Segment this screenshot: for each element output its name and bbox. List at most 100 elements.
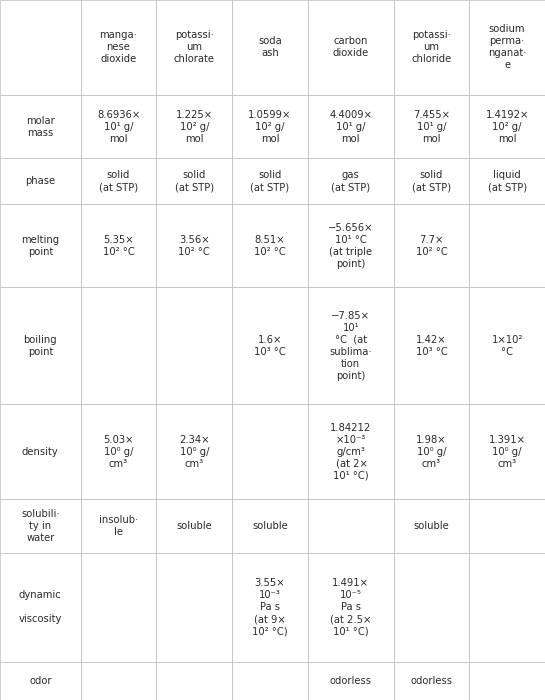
Bar [232,553,308,662]
Text: boiling
point: boiling point [23,335,57,356]
Bar [0,662,81,700]
Text: 1.0599×
10² g/
mol: 1.0599× 10² g/ mol [249,110,292,144]
Bar [232,0,308,95]
Text: 1.225×
10² g/
mol: 1.225× 10² g/ mol [175,110,213,144]
Bar [156,158,232,204]
Bar [469,404,545,499]
Bar [232,95,308,158]
Bar [469,287,545,404]
Text: potassi·
um
chloride: potassi· um chloride [411,31,451,64]
Text: solubili·
ty in
water: solubili· ty in water [21,509,59,543]
Bar [393,204,469,287]
Bar [156,499,232,553]
Text: 1.6×
10³ °C: 1.6× 10³ °C [254,335,286,356]
Text: −7.85×
10¹
°C  (at
sublima·
tion
point): −7.85× 10¹ °C (at sublima· tion point) [329,311,372,381]
Text: density: density [22,447,59,456]
Bar [0,0,81,95]
Text: 1.98×
10⁰ g/
cm³: 1.98× 10⁰ g/ cm³ [416,435,447,468]
Text: soluble: soluble [414,521,449,531]
Text: odorless: odorless [330,676,372,686]
Bar [393,662,469,700]
Text: solid
(at STP): solid (at STP) [99,170,138,192]
Text: 3.55×
10⁻³
Pa s
(at 9×
10² °C): 3.55× 10⁻³ Pa s (at 9× 10² °C) [252,578,288,636]
Bar [81,95,156,158]
Text: soluble: soluble [177,521,212,531]
Text: sodium
perma·
nganat·
e: sodium perma· nganat· e [488,25,526,71]
Bar [232,499,308,553]
Bar [156,662,232,700]
Bar [308,404,393,499]
Bar [0,404,81,499]
Bar [81,662,156,700]
Bar [469,0,545,95]
Text: 5.03×
10⁰ g/
cm³: 5.03× 10⁰ g/ cm³ [104,435,134,468]
Bar [232,662,308,700]
Bar [232,204,308,287]
Bar [469,662,545,700]
Text: 2.34×
10⁰ g/
cm³: 2.34× 10⁰ g/ cm³ [179,435,209,468]
Bar [156,204,232,287]
Bar [393,553,469,662]
Text: 1.391×
10⁰ g/
cm³: 1.391× 10⁰ g/ cm³ [489,435,525,468]
Text: melting
point: melting point [21,234,59,257]
Text: gas
(at STP): gas (at STP) [331,170,370,192]
Bar [232,287,308,404]
Text: dynamic

viscosity: dynamic viscosity [19,591,62,624]
Bar [0,204,81,287]
Text: insolub·
le: insolub· le [99,515,138,537]
Bar [393,95,469,158]
Bar [393,499,469,553]
Text: solid
(at STP): solid (at STP) [251,170,289,192]
Text: 8.51×
10² °C: 8.51× 10² °C [254,234,286,257]
Bar [469,499,545,553]
Bar [81,499,156,553]
Text: 7.455×
10¹ g/
mol: 7.455× 10¹ g/ mol [413,110,450,144]
Bar [308,553,393,662]
Bar [308,158,393,204]
Bar [81,404,156,499]
Bar [308,662,393,700]
Bar [156,287,232,404]
Text: odorless: odorless [410,676,452,686]
Bar [308,204,393,287]
Bar [469,553,545,662]
Bar [308,499,393,553]
Bar [232,404,308,499]
Bar [469,204,545,287]
Text: 4.4009×
10¹ g/
mol: 4.4009× 10¹ g/ mol [329,110,372,144]
Bar [308,287,393,404]
Text: 1.42×
10³ °C: 1.42× 10³ °C [415,335,447,356]
Bar [156,553,232,662]
Bar [469,95,545,158]
Text: manga·
nese
dioxide: manga· nese dioxide [100,31,137,64]
Text: 3.56×
10² °C: 3.56× 10² °C [178,234,210,257]
Text: 1.84212
×10⁻³
g/cm³
 (at 2×
10¹ °C): 1.84212 ×10⁻³ g/cm³ (at 2× 10¹ °C) [330,423,371,481]
Bar [469,158,545,204]
Bar [308,95,393,158]
Bar [308,0,393,95]
Bar [0,95,81,158]
Text: liquid
(at STP): liquid (at STP) [488,170,526,192]
Bar [81,158,156,204]
Text: 8.6936×
10¹ g/
mol: 8.6936× 10¹ g/ mol [97,110,140,144]
Bar [393,158,469,204]
Bar [0,499,81,553]
Bar [156,0,232,95]
Text: −5.656×
10¹ °C
(at triple
point): −5.656× 10¹ °C (at triple point) [328,223,373,269]
Text: soluble: soluble [252,521,288,531]
Text: potassi·
um
chlorate: potassi· um chlorate [174,31,215,64]
Bar [156,95,232,158]
Text: solid
(at STP): solid (at STP) [175,170,214,192]
Bar [81,204,156,287]
Text: 5.35×
10² °C: 5.35× 10² °C [102,234,135,257]
Bar [81,553,156,662]
Text: odor: odor [29,676,52,686]
Text: 1.4192×
10² g/
mol: 1.4192× 10² g/ mol [486,110,529,144]
Bar [81,287,156,404]
Bar [393,404,469,499]
Bar [393,0,469,95]
Text: 7.7×
10² °C: 7.7× 10² °C [415,234,447,257]
Text: carbon
dioxide: carbon dioxide [332,36,369,59]
Bar [0,158,81,204]
Bar [0,553,81,662]
